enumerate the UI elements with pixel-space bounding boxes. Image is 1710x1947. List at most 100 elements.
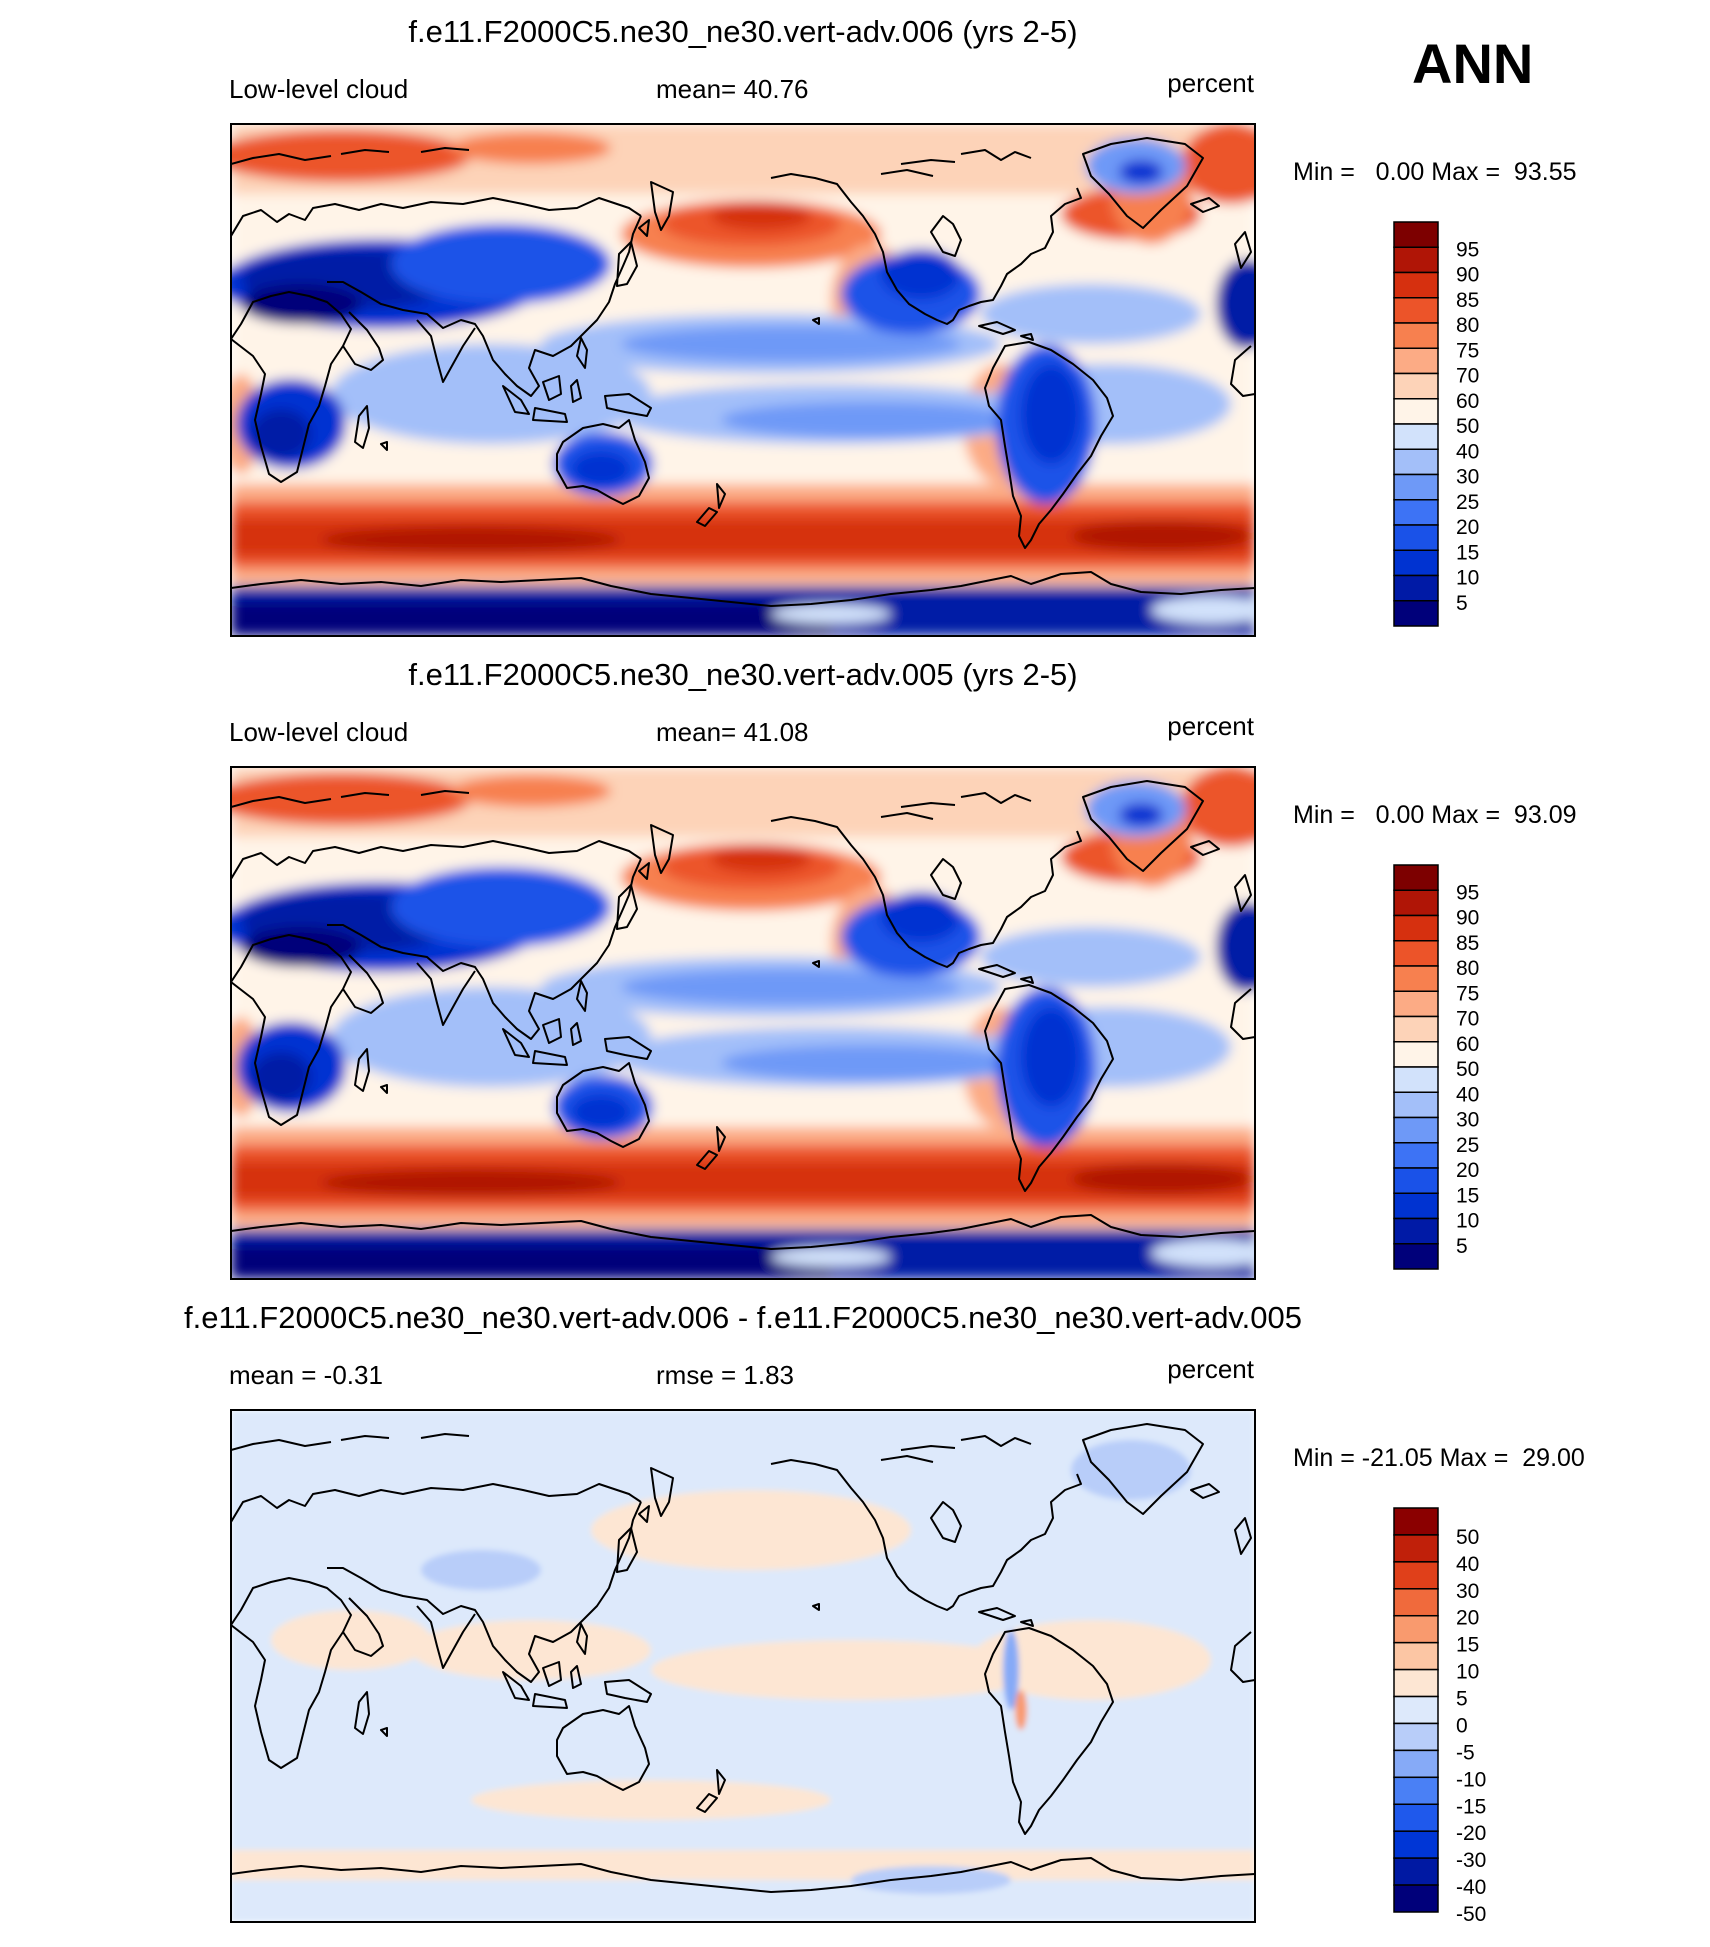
colorbar-box	[1393, 221, 1439, 248]
panel-left-label: Low-level cloud	[229, 74, 408, 104]
colorbar-tick-label: -10	[1456, 1768, 1486, 1791]
colorbar-tick-label: 10	[1456, 1210, 1479, 1233]
colorbar-box	[1393, 1857, 1439, 1886]
colorbar-tick-label: 5	[1456, 592, 1468, 615]
colorbar-box	[1393, 990, 1439, 1018]
colorbar-tick-label: 25	[1456, 1134, 1479, 1157]
panel-title: f.e11.F2000C5.ne30_ne30.vert-adv.006 (yr…	[408, 14, 1077, 49]
colorbar-tick-label: -15	[1456, 1795, 1486, 1818]
panel-units-label: percent	[1167, 711, 1254, 741]
colorbar-box	[1393, 347, 1439, 375]
colorbar-box	[1393, 1776, 1439, 1806]
colorbar-box	[1393, 423, 1439, 450]
colorbar-box	[1393, 914, 1439, 942]
colorbar-box	[1393, 1668, 1439, 1698]
colorbar-box	[1393, 1142, 1439, 1169]
colorbar-box	[1393, 1722, 1439, 1752]
colorbar-tick-label: 30	[1456, 1580, 1479, 1603]
colorbar-tick-label: 80	[1456, 314, 1479, 337]
colorbar-tick-label: 60	[1456, 1033, 1479, 1056]
colorbar-box	[1393, 965, 1439, 992]
panel-minmax-label: Min = 0.00 Max = 93.55	[1293, 158, 1577, 186]
colorbar-box	[1393, 1803, 1439, 1832]
map-frame	[230, 123, 1256, 637]
panel-2: f.e11.F2000C5.ne30_ne30.vert-adv.005 (yr…	[229, 657, 1577, 1280]
colorbar-box	[1393, 600, 1439, 627]
colorbar-box	[1393, 864, 1439, 891]
season-label: ANN	[1412, 32, 1533, 95]
colorbar-box	[1393, 1192, 1439, 1220]
panel-center-label: rmse = 1.83	[656, 1360, 794, 1390]
colorbar-tick-label: 20	[1456, 516, 1479, 539]
colorbar-tick-label: 85	[1456, 932, 1479, 955]
colorbar-tick-label: 70	[1456, 1008, 1479, 1031]
colorbar-tick-label: 10	[1456, 1661, 1479, 1684]
map-frame	[230, 766, 1256, 1280]
panel-units-label: percent	[1167, 1354, 1254, 1384]
colorbar-tick-label: -5	[1456, 1741, 1475, 1764]
colorbar-box	[1393, 1243, 1439, 1270]
colorbar-box	[1393, 1116, 1439, 1144]
colorbar-tick-label: 90	[1456, 264, 1479, 287]
colorbar-box	[1393, 1534, 1439, 1563]
map-frame	[230, 1409, 1256, 1923]
panel-minmax-label: Min = 0.00 Max = 93.09	[1293, 801, 1577, 829]
colorbar-box	[1393, 1561, 1439, 1590]
colorbar-box	[1393, 271, 1439, 299]
panel-title: f.e11.F2000C5.ne30_ne30.vert-adv.005 (yr…	[408, 657, 1077, 692]
panel-units-label: percent	[1167, 68, 1254, 98]
colorbar-box	[1393, 1614, 1439, 1644]
panel-minmax-label: Min = -21.05 Max = 29.00	[1293, 1444, 1585, 1472]
colorbar-box	[1393, 549, 1439, 577]
colorbar-box	[1393, 889, 1439, 917]
colorbar-tick-label: 25	[1456, 491, 1479, 514]
colorbar-tick-label: 40	[1456, 1083, 1479, 1106]
colorbar-tick-label: 40	[1456, 440, 1479, 463]
colorbar-tick-label: 5	[1456, 1235, 1468, 1258]
map-field	[231, 767, 1255, 1279]
colorbar-tick-label: 75	[1456, 982, 1479, 1005]
colorbar-box	[1393, 1066, 1439, 1093]
colorbar-tick-label: 20	[1456, 1159, 1479, 1182]
colorbar-tick-label: 50	[1456, 1058, 1479, 1081]
colorbar-tick-label: 30	[1456, 1109, 1479, 1132]
colorbar-tick-label: 5	[1456, 1688, 1468, 1711]
panel-title: f.e11.F2000C5.ne30_ne30.vert-adv.006 - f…	[184, 1300, 1302, 1335]
panel-1: f.e11.F2000C5.ne30_ne30.vert-adv.006 (yr…	[229, 14, 1577, 637]
panel-center-label: mean= 41.08	[656, 717, 809, 747]
colorbar-box	[1393, 297, 1439, 324]
map-field	[231, 124, 1255, 636]
colorbar-box	[1393, 1588, 1439, 1617]
colorbar-tick-label: 60	[1456, 390, 1479, 413]
colorbar-tick-label: 50	[1456, 1526, 1479, 1549]
colorbar-box	[1393, 1217, 1439, 1245]
colorbar-tick-label: -30	[1456, 1849, 1486, 1872]
colorbar-tick-label: -50	[1456, 1903, 1486, 1926]
map-field	[231, 1410, 1255, 1922]
colorbar-box	[1393, 1041, 1439, 1068]
colorbar-box	[1393, 448, 1439, 476]
panel-3: f.e11.F2000C5.ne30_ne30.vert-adv.006 - f…	[184, 1300, 1585, 1926]
colorbar-box	[1393, 1641, 1439, 1671]
colorbar-tick-label: 15	[1456, 1184, 1479, 1207]
colorbar-box	[1393, 499, 1439, 526]
colorbar-tick-label: 40	[1456, 1553, 1479, 1576]
colorbar-tick-label: 75	[1456, 339, 1479, 362]
colorbar-tick-label: 85	[1456, 289, 1479, 312]
colorbar-box	[1393, 398, 1439, 425]
panel-left-label: mean = -0.31	[229, 1360, 383, 1390]
colorbar-tick-label: 70	[1456, 365, 1479, 388]
colorbar-box	[1393, 1167, 1439, 1194]
colorbar-tick-label: -40	[1456, 1876, 1486, 1899]
colorbar-box	[1393, 940, 1439, 967]
colorbar-box	[1393, 473, 1439, 501]
colorbar-box	[1393, 246, 1439, 274]
colorbar-tick-label: 95	[1456, 238, 1479, 261]
colorbar-tick-label: 95	[1456, 881, 1479, 904]
colorbar-box	[1393, 1091, 1439, 1119]
colorbar-box	[1393, 1749, 1439, 1779]
